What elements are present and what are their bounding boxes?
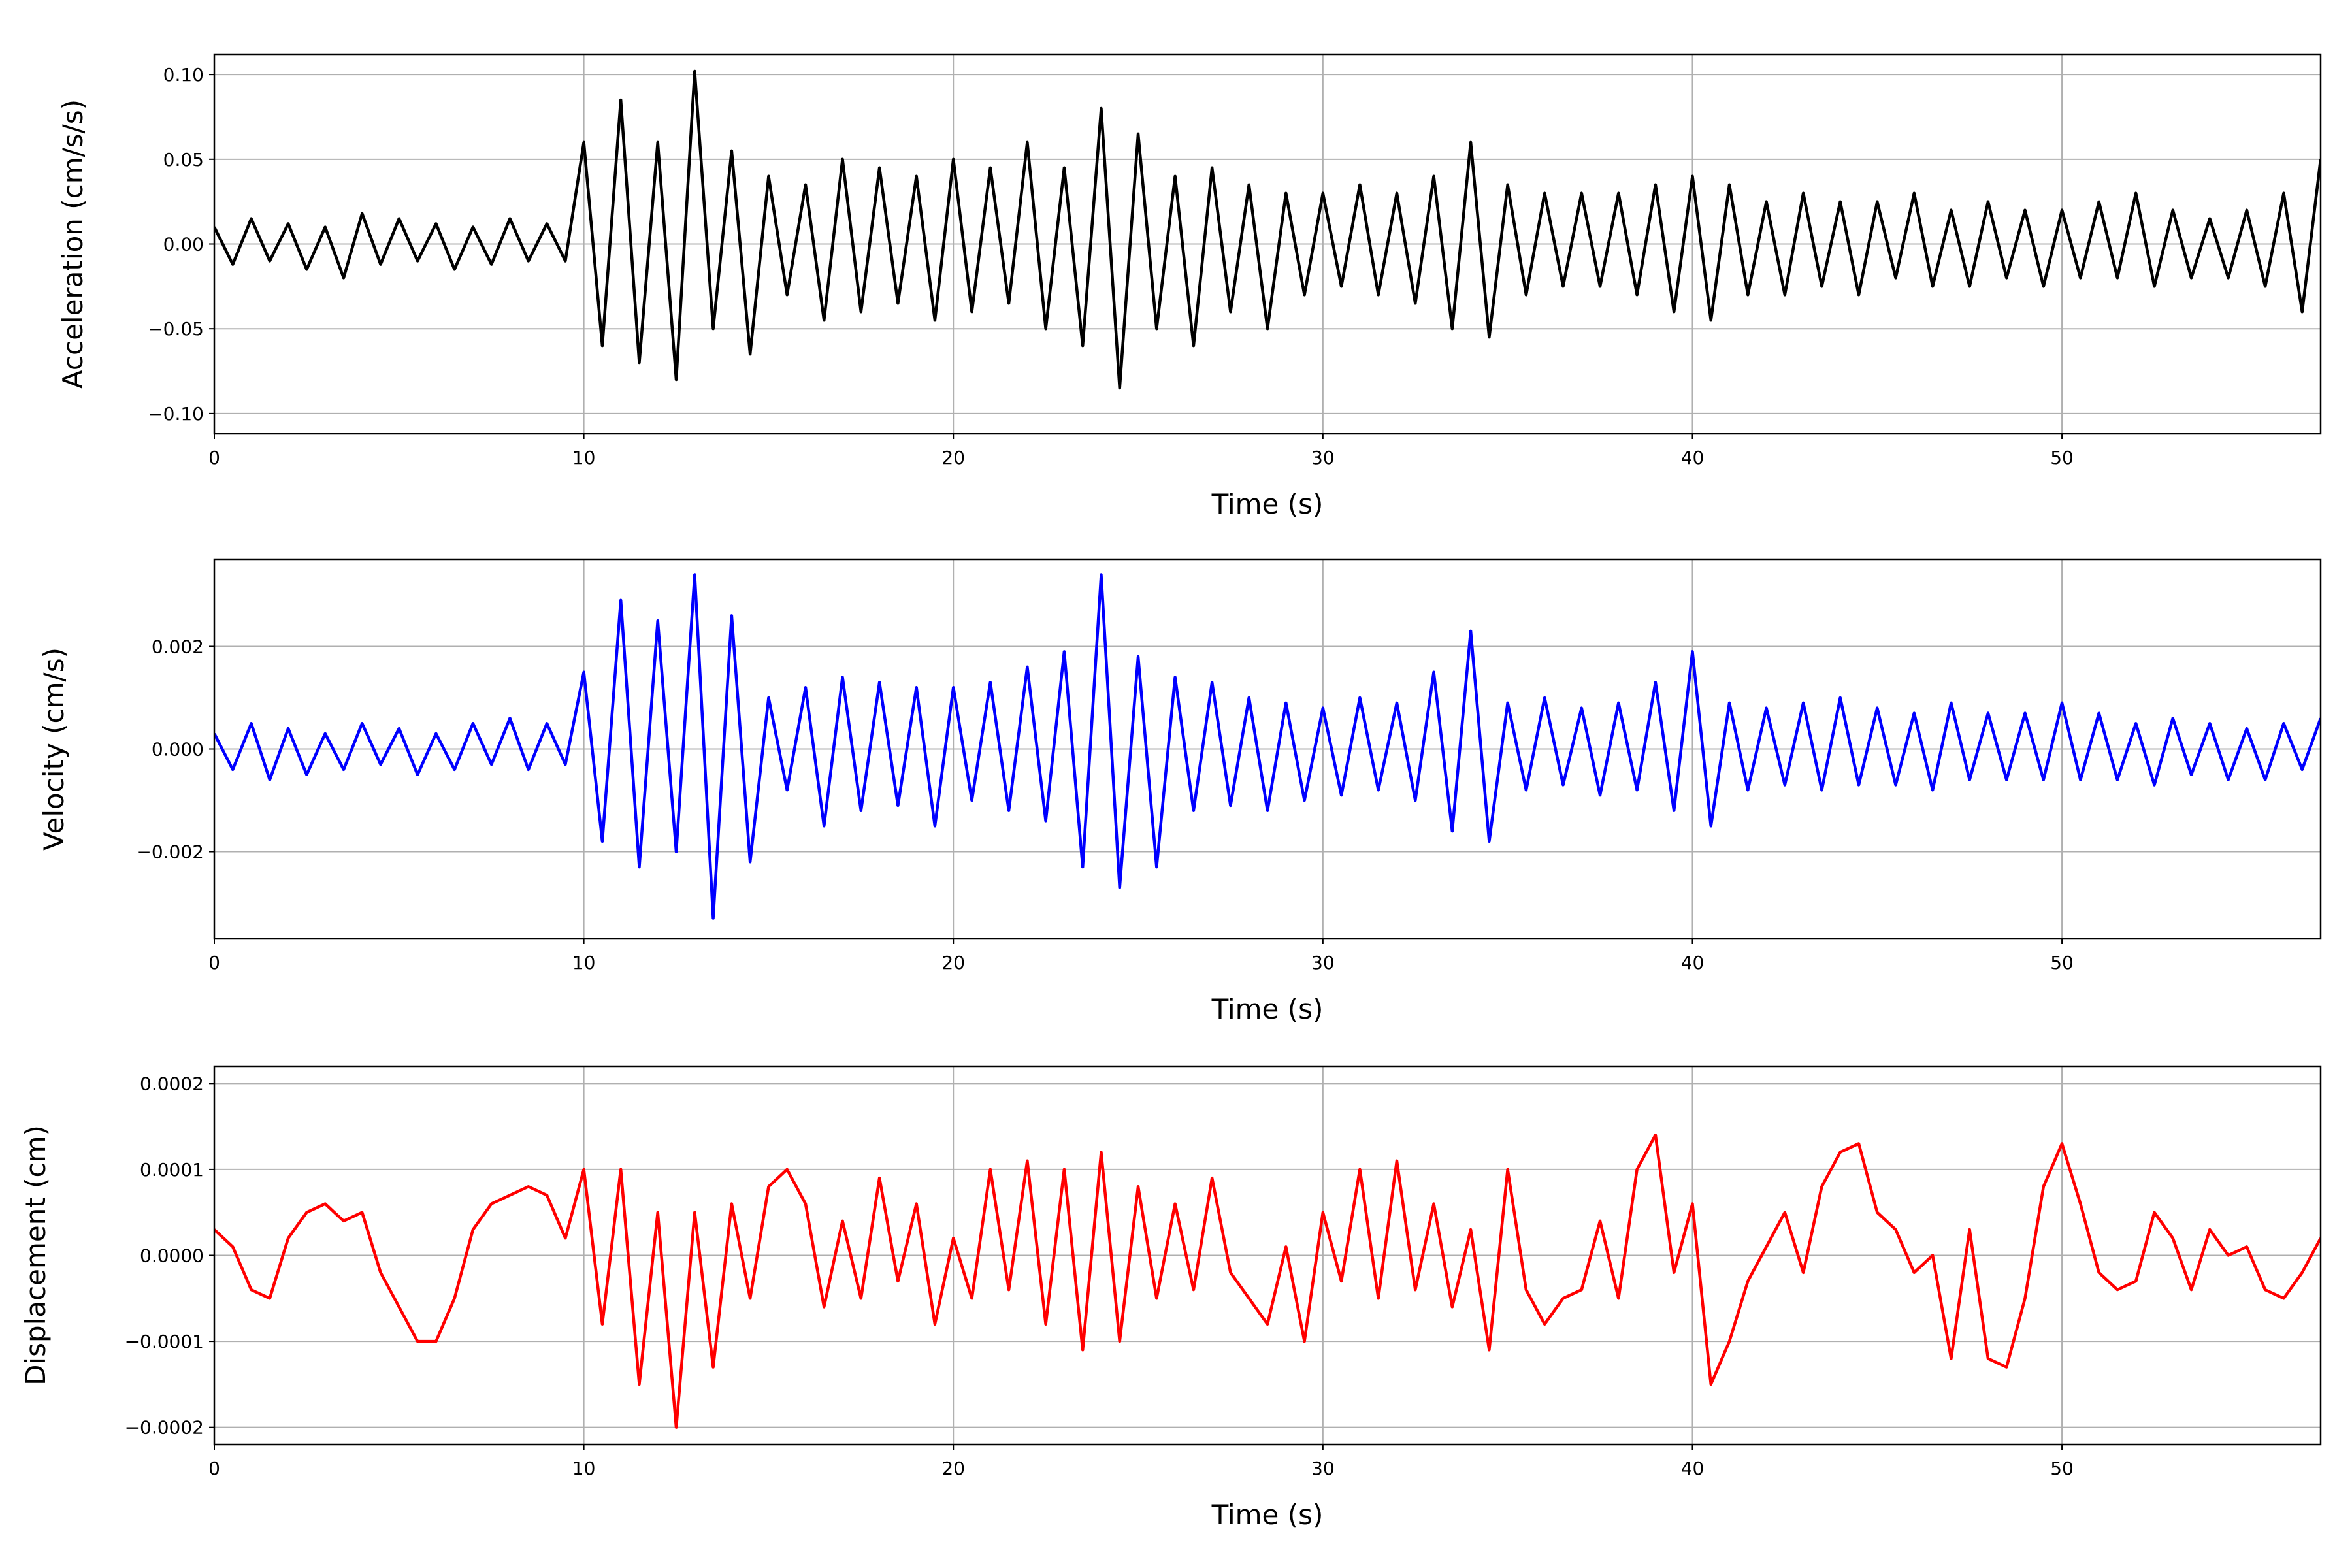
y-axis-label: Acceleration (cm/s/s) <box>57 99 89 389</box>
x-tick-label: 40 <box>1681 447 1705 468</box>
y-tick-label: −0.10 <box>148 403 204 425</box>
x-tick-label: 0 <box>208 1458 220 1479</box>
y-tick-label: 0.0000 <box>140 1245 204 1267</box>
data-line <box>214 69 2321 390</box>
plot-frame <box>213 1065 2322 1446</box>
x-tick-label: 50 <box>2050 447 2074 468</box>
y-tick-label: 0.00 <box>163 234 204 255</box>
x-tick-label: 10 <box>572 952 596 973</box>
y-tick-label: −0.002 <box>136 841 204 863</box>
data-line <box>214 573 2321 920</box>
y-tick-label: −0.0002 <box>125 1417 204 1439</box>
y-tick-label: 0.05 <box>163 149 204 171</box>
x-axis-label: Time (s) <box>1211 993 1324 1025</box>
x-tick-label: 0 <box>208 952 220 973</box>
x-tick-label: 10 <box>572 1458 596 1479</box>
x-axis-label: Time (s) <box>1211 1499 1324 1531</box>
x-tick-label: 50 <box>2050 1458 2074 1479</box>
y-tick-label: 0.10 <box>163 64 204 86</box>
plot-frame <box>213 558 2322 940</box>
x-tick-label: 20 <box>941 1458 965 1479</box>
x-tick-label: 40 <box>1681 1458 1705 1479</box>
data-line <box>214 1134 2321 1429</box>
y-axis-label: Displacement (cm) <box>20 1125 52 1386</box>
y-tick-label: −0.05 <box>148 318 204 340</box>
x-tick-label: 40 <box>1681 952 1705 973</box>
plot-frame <box>213 53 2322 435</box>
x-tick-label: 30 <box>1311 952 1335 973</box>
x-tick-label: 0 <box>208 447 220 468</box>
y-tick-label: −0.0001 <box>125 1331 204 1352</box>
x-tick-label: 30 <box>1311 447 1335 468</box>
x-tick-label: 10 <box>572 447 596 468</box>
y-tick-label: 0.002 <box>152 636 204 657</box>
y-tick-label: 0.0001 <box>140 1159 204 1181</box>
x-tick-label: 20 <box>941 447 965 468</box>
x-tick-label: 50 <box>2050 952 2074 973</box>
x-tick-label: 30 <box>1311 1458 1335 1479</box>
y-tick-label: 0.0002 <box>140 1073 204 1094</box>
x-tick-label: 20 <box>941 952 965 973</box>
y-axis-label: Velocity (cm/s) <box>38 647 70 851</box>
y-tick-label: 0.000 <box>152 739 204 760</box>
x-axis-label: Time (s) <box>1211 488 1324 520</box>
